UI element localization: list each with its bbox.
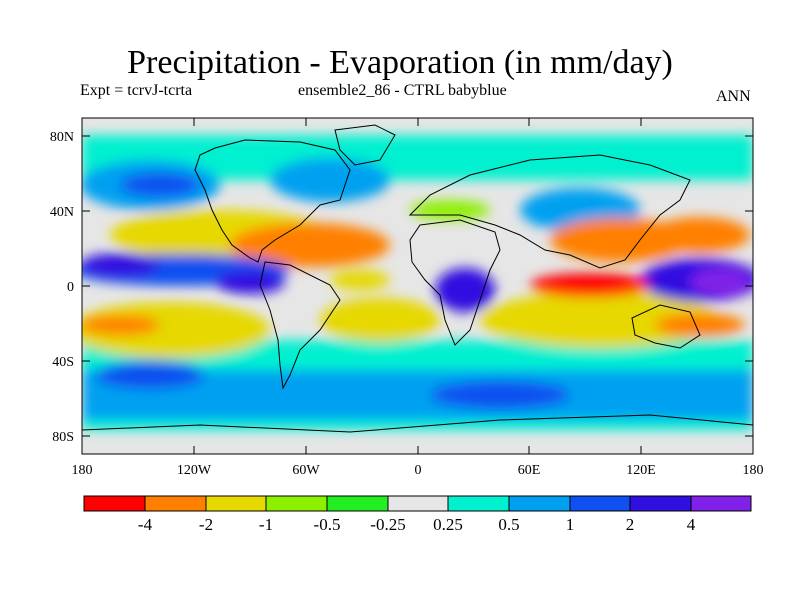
colorbar-swatch-9 <box>629 495 692 512</box>
colorbar-label-9: 4 <box>687 515 696 534</box>
field-n-atlantic-dry <box>230 223 390 267</box>
field-n-atlantic-track <box>270 158 390 202</box>
field-e-pacific-max <box>215 270 285 294</box>
colorbar-label-0: -4 <box>138 515 153 534</box>
field-s-pacific-max <box>95 361 205 389</box>
field-congo-max <box>435 268 495 312</box>
field-s-indian-max <box>430 381 570 409</box>
lon-label-120e: 120E <box>626 463 656 478</box>
colorbar-label-2: -1 <box>259 515 273 534</box>
lat-label-eq: 0 <box>67 280 74 295</box>
lat-label-80n: 80N <box>50 130 74 145</box>
colorbar-label-5: 0.25 <box>433 515 463 534</box>
colorbar-label-3: -0.5 <box>314 515 341 534</box>
field-pacific-itcz-max <box>82 253 160 277</box>
ensemble-label: ensemble2_86 - CTRL babyblue <box>298 82 507 99</box>
lat-ticks <box>82 135 753 437</box>
map-title: Precipitation - Evaporation (in mm/day) <box>127 44 673 81</box>
colorbar-swatch-8 <box>569 495 631 512</box>
lon-label-60w: 60W <box>292 463 320 478</box>
field-nw-pacific-dry <box>650 217 750 253</box>
lon-label-120w: 120W <box>177 463 212 478</box>
south-america-outline <box>259 261 341 390</box>
field-indian-dry-max <box>530 273 650 297</box>
colorbar-swatch-7 <box>508 495 571 512</box>
experiment-label: Expt = tcrvJ-tcrta <box>80 82 193 99</box>
lon-label-0: 0 <box>415 463 422 478</box>
colorbar-swatch-3 <box>265 495 328 512</box>
colorbar-label-4: -0.25 <box>370 515 405 534</box>
eurasia-outline <box>408 154 691 269</box>
colorbar-label-1: -2 <box>199 515 213 534</box>
field-se-pacific-max <box>82 315 160 335</box>
lat-label-80s: 80S <box>52 430 74 445</box>
lat-label-40s: 40S <box>52 355 74 370</box>
field-n-pacific-max <box>120 173 200 197</box>
colorbar-swatch-10 <box>690 495 752 512</box>
colorbar-label-8: 2 <box>626 515 635 534</box>
colorbar-label-6: 0.5 <box>498 515 519 534</box>
coastlines <box>81 124 754 433</box>
australia-outline <box>631 304 701 349</box>
season-label: ANN <box>716 88 751 105</box>
lon-label-180e: 180 <box>743 463 764 478</box>
lat-label-40n: 40N <box>50 205 74 220</box>
colorbar-swatch-0 <box>83 495 146 512</box>
colorbar-swatch-2 <box>205 495 267 512</box>
field-s-indian-dry <box>480 292 720 348</box>
lon-label-180w: 180 <box>72 463 93 478</box>
colorbar-swatch-1 <box>144 495 207 512</box>
field-w-pacific-peak <box>690 268 750 296</box>
africa-outline <box>409 219 501 346</box>
colorbar <box>83 495 752 512</box>
antarctica-outline <box>81 414 754 433</box>
colorbar-label-7: 1 <box>566 515 575 534</box>
greenland-outline <box>334 124 396 166</box>
colorbar-swatch-4 <box>326 495 389 512</box>
colorbar-swatch-6 <box>447 495 510 512</box>
field-sw-pacific-dry <box>655 313 745 337</box>
field-s-atlantic-dry <box>320 298 440 342</box>
lon-ticks <box>193 118 642 454</box>
north-america-outline <box>194 139 351 263</box>
field-atlantic-cold-tongue <box>330 270 390 290</box>
lon-label-60e: 60E <box>518 463 541 478</box>
colorbar-swatch-5 <box>387 495 449 512</box>
precip-field <box>82 118 753 454</box>
colorbar-labels: -4 -2 -1 -0.5 -0.25 0.25 0.5 1 2 4 <box>138 515 696 534</box>
